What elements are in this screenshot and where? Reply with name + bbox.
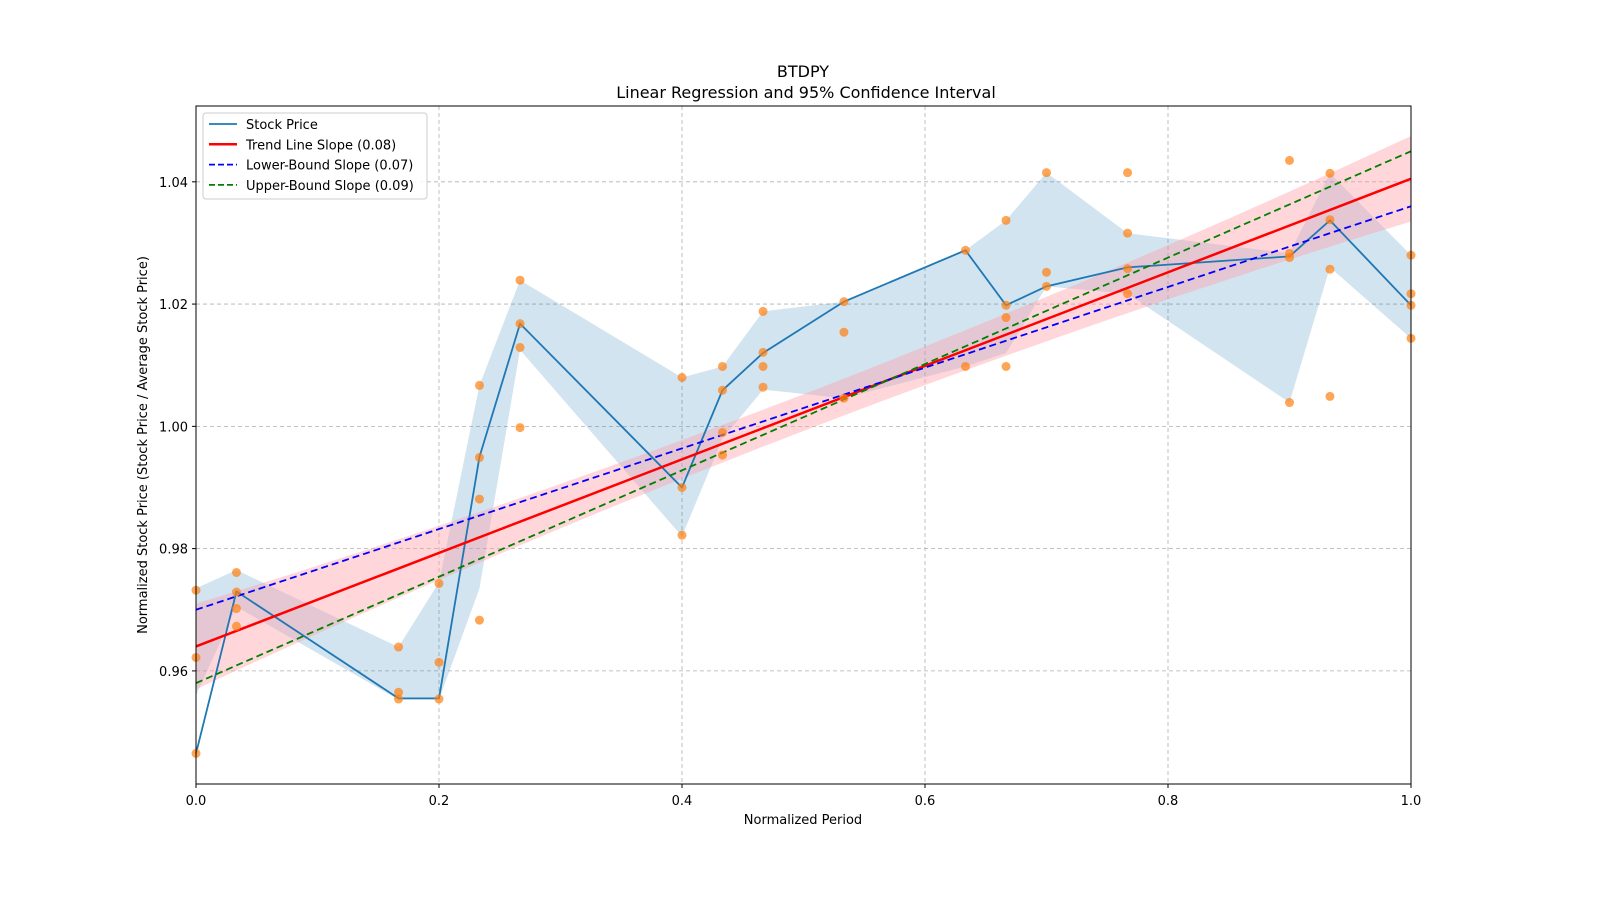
scatter-point: [1123, 289, 1133, 299]
scatter-point: [717, 361, 727, 371]
x-axis-label: Normalized Period: [744, 813, 862, 828]
y-tick-label: 1.04: [159, 176, 188, 191]
x-tick-label: 0.4: [672, 794, 693, 809]
scatter-point: [394, 687, 404, 697]
stock-price-confidence-band: [196, 172, 1411, 700]
scatter-point: [1123, 228, 1133, 238]
scatter-point: [474, 380, 484, 390]
scatter-point: [677, 482, 687, 492]
scatter-point: [839, 297, 849, 307]
scatter-point: [1001, 215, 1011, 225]
legend-label: Lower-Bound Slope (0.07): [246, 159, 413, 174]
legend-box: [202, 112, 428, 200]
scatter-point: [717, 427, 727, 437]
scatter-point: [515, 342, 525, 352]
y-tick-label: 1.02: [159, 298, 188, 313]
y-axis-label: Normalized Stock Price (Stock Price / Av…: [136, 256, 151, 634]
scatter-point: [515, 319, 525, 329]
scatter-point: [474, 615, 484, 625]
scatter-point: [1123, 264, 1133, 274]
lower-bound-line: [195, 205, 1412, 611]
scatter-point: [231, 621, 241, 631]
legend-label: Stock Price: [246, 118, 318, 133]
x-tick-label: 0.0: [186, 794, 207, 809]
x-tick-label: 0.2: [429, 794, 450, 809]
scatter-point: [960, 245, 970, 255]
scatter-point: [758, 306, 768, 316]
upper-bound-line: [195, 150, 1412, 684]
x-tick-label: 0.8: [1158, 794, 1179, 809]
y-tick-label: 1.00: [159, 420, 188, 435]
scatter-point: [1285, 398, 1294, 408]
scatter-point: [231, 604, 241, 614]
scatter-point: [1123, 168, 1133, 178]
scatter-point: [717, 385, 727, 395]
scatter-point: [1042, 267, 1051, 277]
scatter-point: [1001, 361, 1011, 371]
chart-title: BTDPY: [777, 62, 829, 81]
scatter-point: [1325, 168, 1335, 178]
scatter-point: [1001, 313, 1011, 323]
x-tick-label: 1.0: [1401, 794, 1422, 809]
scatter-point: [758, 382, 768, 392]
scatter-point: [434, 657, 444, 667]
scatter-point: [515, 423, 525, 433]
scatter-point: [717, 450, 727, 460]
chart-subtitle: Linear Regression and 95% Confidence Int…: [616, 83, 996, 102]
scatter-point: [758, 361, 768, 371]
scatter-point: [960, 361, 970, 371]
legend-label: Upper-Bound Slope (0.09): [246, 179, 414, 194]
scatter-point: [231, 567, 241, 577]
scatter-point: [231, 587, 241, 597]
plot-frame: [195, 105, 1412, 785]
y-tick-label: 0.98: [159, 543, 188, 558]
x-tick-label: 0.6: [915, 794, 936, 809]
scatter-point: [758, 347, 768, 357]
scatter-point: [434, 694, 444, 704]
scatter-point: [1042, 168, 1051, 178]
scatter-point: [1285, 155, 1294, 165]
scatter-point: [677, 530, 687, 540]
trend-line: [195, 177, 1412, 648]
legend-label: Trend Line Slope (0.08): [245, 138, 396, 153]
scatter-point: [434, 578, 444, 588]
scatter-point: [474, 494, 484, 504]
scatter-point: [515, 275, 525, 285]
scatter-point: [474, 453, 484, 463]
axis-ticks: 0.0 0.2 0.4 0.6 0.8 1.0 0.96 0.98 1.00 1.02 1.04: [159, 176, 1421, 809]
scatter-point: [839, 327, 849, 337]
scatter-point: [677, 372, 687, 382]
y-tick-label: 0.96: [159, 665, 188, 680]
scatter-point: [1285, 253, 1294, 263]
scatter-point: [1325, 391, 1335, 401]
scatter-point: [1042, 281, 1051, 291]
scatter-point: [394, 642, 404, 652]
scatter-point: [1001, 300, 1011, 310]
scatter-point: [394, 694, 404, 704]
scatter-point: [1325, 264, 1335, 274]
scatter-point: [839, 393, 849, 403]
scatter-point: [1325, 215, 1335, 225]
legend: Stock Price Trend Line Slope (0.08) Lower-…: [202, 112, 428, 200]
